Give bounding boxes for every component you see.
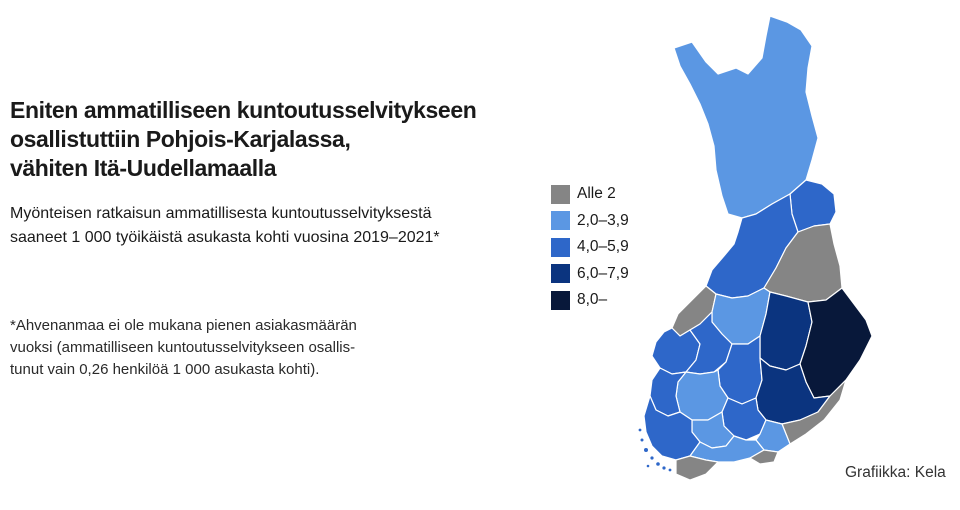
legend-item-8-plus: 8,0–: [551, 287, 629, 314]
map-legend: Alle 2 2,0–3,9 4,0–5,9 6,0–7,9 8,0–: [551, 181, 629, 314]
archipelago-islands: [638, 428, 672, 472]
title-line-2: osallistuttiin Pohjois-Karjalassa,: [10, 126, 351, 152]
region-etela-karjala: [781, 379, 847, 445]
legend-swatch: [551, 184, 570, 204]
region-lansi-uusimaa: [675, 455, 719, 481]
region-pohjois-karjala: [799, 287, 873, 399]
footnote: *Ahvenanmaa ei ole mukana pienen asiakas…: [10, 315, 430, 381]
legend-item-4-6: 4,0–5,9: [551, 234, 629, 261]
legend-item-2-4: 2,0–3,9: [551, 208, 629, 235]
region-ita-uusimaa: [749, 449, 779, 465]
footnote-line-3: tunut vain 0,26 henkilöä 1 000 asukasta …: [10, 361, 320, 378]
legend-swatch: [551, 290, 570, 310]
region-lappi: [673, 15, 819, 219]
legend-swatch: [551, 211, 570, 231]
legend-item-alle-2: Alle 2: [551, 181, 629, 208]
chart-subtitle: Myönteisen ratkaisun ammatillisesta kunt…: [10, 202, 530, 250]
credit-text: Grafiikka: Kela: [845, 464, 946, 481]
subtitle-line-1: Myönteisen ratkaisun ammatillisesta kunt…: [10, 205, 432, 222]
title-line-1: Eniten ammatilliseen kuntoutusselvitykse…: [10, 97, 477, 123]
legend-label: 4,0–5,9: [577, 238, 629, 256]
legend-swatch: [551, 264, 570, 284]
title-line-3: vähiten Itä-Uudellamaalla: [10, 155, 277, 181]
footnote-line-1: *Ahvenanmaa ei ole mukana pienen asiakas…: [10, 317, 357, 334]
legend-label: 6,0–7,9: [577, 264, 629, 282]
legend-label: Alle 2: [577, 185, 616, 203]
subtitle-line-2: saaneet 1 000 työikäistä asukasta kohti …: [10, 229, 440, 246]
finland-region-map: [638, 15, 873, 481]
footnote-line-2: vuoksi (ammatilliseen kuntoutusselvityks…: [10, 339, 356, 356]
legend-label: 2,0–3,9: [577, 211, 629, 229]
legend-label: 8,0–: [577, 291, 608, 309]
chart-title: Eniten ammatilliseen kuntoutusselvitykse…: [10, 96, 530, 183]
legend-swatch: [551, 237, 570, 257]
legend-item-6-8: 6,0–7,9: [551, 261, 629, 288]
